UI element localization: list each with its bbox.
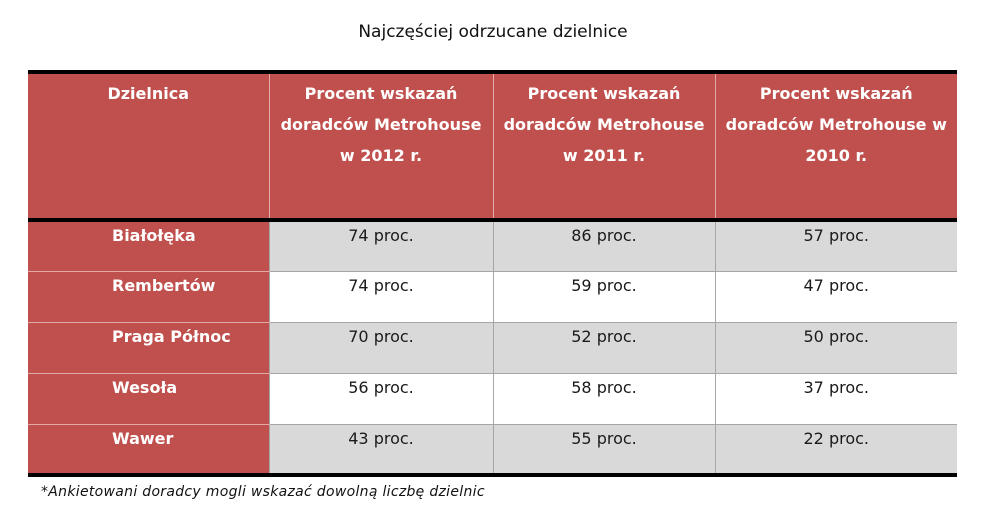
table-title: Najczęściej odrzucane dzielnice	[358, 22, 628, 42]
value-2010: 57 proc.	[714, 219, 957, 272]
value-2012: 70 proc.	[268, 321, 494, 374]
table-row: Rembertów 74 proc. 59 proc. 47 proc.	[28, 270, 957, 323]
footnote: *Ankietowani doradcy mogli wskazać dowol…	[41, 484, 485, 500]
value-2011: 59 proc.	[492, 270, 716, 323]
district-name: Białołęka	[28, 219, 270, 272]
value-2012: 56 proc.	[268, 372, 494, 425]
value-2011: 58 proc.	[492, 372, 716, 425]
value-2011: 86 proc.	[492, 219, 716, 272]
table-row: Wesoła 56 proc. 58 proc. 37 proc.	[28, 372, 957, 425]
header-district: Dzielnica	[28, 72, 270, 220]
district-name: Wesoła	[28, 372, 270, 425]
districts-table: Dzielnica Procent wskazań doradców Metro…	[28, 70, 957, 477]
value-2011: 52 proc.	[492, 321, 716, 374]
table-row: Praga Północ 70 proc. 52 proc. 50 proc.	[28, 321, 957, 374]
table-row: Wawer 43 proc. 55 proc. 22 proc.	[28, 423, 957, 476]
district-name: Wawer	[28, 423, 270, 476]
value-2010: 22 proc.	[714, 423, 957, 476]
districts-table-container: Dzielnica Procent wskazań doradców Metro…	[28, 70, 957, 477]
value-2010: 47 proc.	[714, 270, 957, 323]
district-name: Praga Północ	[28, 321, 270, 374]
header-row: Dzielnica Procent wskazań doradców Metro…	[28, 72, 957, 220]
value-2011: 55 proc.	[492, 423, 716, 476]
table-row: Białołęka 74 proc. 86 proc. 57 proc.	[28, 219, 957, 272]
header-2010: Procent wskazań doradców Metrohouse w 20…	[714, 72, 957, 220]
value-2012: 43 proc.	[268, 423, 494, 476]
value-2012: 74 proc.	[268, 219, 494, 272]
header-2011: Procent wskazań doradców Metrohouse w 20…	[492, 72, 716, 220]
value-2010: 50 proc.	[714, 321, 957, 374]
district-name: Rembertów	[28, 270, 270, 323]
header-2012: Procent wskazań doradców Metrohouse w 20…	[268, 72, 494, 220]
value-2010: 37 proc.	[714, 372, 957, 425]
value-2012: 74 proc.	[268, 270, 494, 323]
